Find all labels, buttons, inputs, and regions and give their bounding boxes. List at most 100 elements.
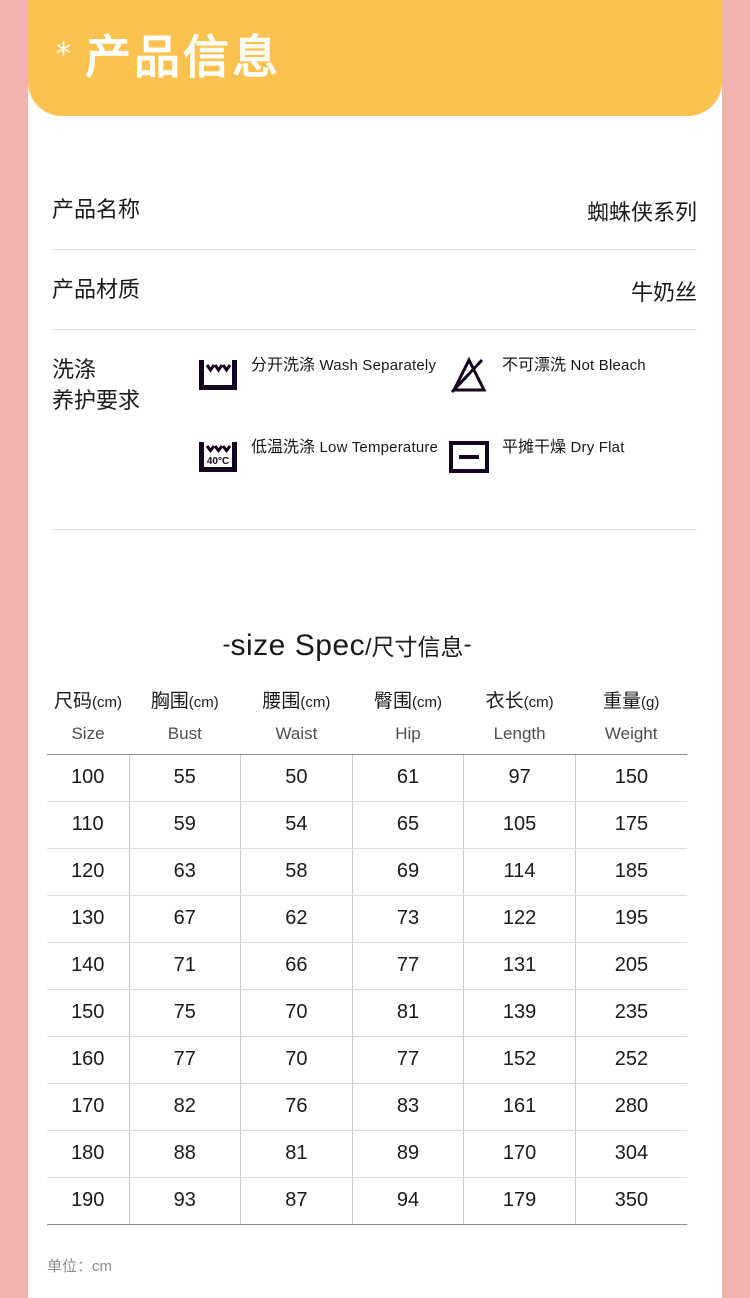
unit-note: 单位：cm <box>47 1258 112 1275</box>
care-label-en: Low Temperature <box>319 439 439 456</box>
no-bleach-icon <box>446 356 492 396</box>
table-cell: 88 <box>129 1130 242 1178</box>
table-cell: 76 <box>240 1083 353 1131</box>
table-cell: 170 <box>47 1083 130 1131</box>
table-cell: 152 <box>463 1036 576 1084</box>
size-table-col-header-length: 衣长(cm) Length <box>463 690 576 755</box>
table-cell: 81 <box>240 1130 353 1178</box>
col-header-unit: (cm) <box>188 694 219 711</box>
care-label-en: Dry Flat <box>570 439 625 456</box>
care-label-cn: 平摊干燥 <box>502 439 567 456</box>
table-cell: 58 <box>240 848 353 896</box>
table-cell: 82 <box>129 1083 242 1131</box>
page-header-banner: * 产品信息 <box>28 0 722 116</box>
table-cell: 130 <box>47 895 130 943</box>
table-cell: 110 <box>47 801 130 849</box>
table-row: 170 82 76 83 161 280 <box>47 1083 687 1131</box>
dry-flat-icon <box>446 438 492 478</box>
table-row: 180 88 81 89 170 304 <box>47 1130 687 1178</box>
table-cell: 83 <box>352 1083 465 1131</box>
table-cell: 87 <box>240 1177 353 1225</box>
col-header-en: Bust <box>167 723 202 743</box>
table-cell: 59 <box>129 801 242 849</box>
care-item-dry-flat: 平摊干燥 Dry Flat <box>446 438 697 478</box>
table-cell: 280 <box>575 1083 687 1131</box>
size-spec-table: 尺码(cm) Size 胸围(cm) Bust 腰围(cm) Waist 臀围(cm) Hip… <box>47 690 687 1225</box>
table-cell: 150 <box>47 989 130 1037</box>
table-cell: 65 <box>352 801 465 849</box>
info-value: 牛奶丝 <box>630 280 697 305</box>
care-text: 平摊干燥 Dry Flat <box>502 438 625 459</box>
table-cell: 77 <box>352 942 465 990</box>
table-cell: 77 <box>352 1036 465 1084</box>
heading-dash-right: - <box>463 631 472 658</box>
table-cell: 105 <box>463 801 576 849</box>
size-table-head: 尺码(cm) Size 胸围(cm) Bust 腰围(cm) Waist 臀围(cm) Hip… <box>47 690 687 755</box>
info-row-product-name: 产品名称 蜘蛛侠系列 <box>52 170 697 250</box>
table-cell: 55 <box>129 754 242 802</box>
table-cell: 120 <box>47 848 130 896</box>
care-label-cn: 分开洗涤 <box>251 357 316 374</box>
size-spec-table-wrap: 尺码(cm) Size 胸围(cm) Bust 腰围(cm) Waist 臀围(cm) Hip… <box>47 690 687 1225</box>
low-temp-tub-icon: 40°C <box>195 438 241 478</box>
care-item-wash-separately: 分开洗涤 Wash Separately <box>195 356 446 396</box>
table-cell: 180 <box>47 1130 130 1178</box>
care-text: 低温洗涤 Low Temperature <box>251 438 438 459</box>
care-item-not-bleach: 不可漂洗 Not Bleach <box>446 356 697 396</box>
care-label-en: Wash Separately <box>319 357 437 374</box>
care-item-low-temperature: 40°C 低温洗涤 Low Temperature <box>195 438 446 478</box>
care-text: 分开洗涤 Wash Separately <box>251 356 436 377</box>
table-cell: 97 <box>463 754 576 802</box>
size-table-col-header-size: 尺码(cm) Size <box>47 690 129 755</box>
table-cell: 185 <box>575 848 687 896</box>
size-table-col-header-waist: 腰围(cm) Waist <box>240 690 353 755</box>
col-header-cn: 衣长(cm) <box>485 691 554 712</box>
col-header-cn: 重量(g) <box>603 691 660 712</box>
table-cell: 139 <box>463 989 576 1037</box>
table-cell: 195 <box>575 895 687 943</box>
table-cell: 62 <box>240 895 353 943</box>
table-cell: 179 <box>463 1177 576 1225</box>
care-label: 洗涤 养护要求 <box>52 357 141 414</box>
table-cell: 67 <box>129 895 242 943</box>
info-value: 蜘蛛侠系列 <box>586 200 697 225</box>
care-text: 不可漂洗 Not Bleach <box>502 356 646 377</box>
col-header-en: Weight <box>604 723 658 743</box>
table-cell: 50 <box>240 754 353 802</box>
col-header-cn: 尺码(cm) <box>53 691 122 712</box>
table-cell: 150 <box>575 754 687 802</box>
heading-title-cn: /尺寸信息 <box>365 634 464 660</box>
table-cell: 100 <box>47 754 130 802</box>
heading-dash-left: - <box>222 631 231 658</box>
table-row: 160 77 70 77 152 252 <box>47 1036 687 1084</box>
table-row: 130 67 62 73 122 195 <box>47 895 687 943</box>
asterisk-icon: * <box>56 37 71 72</box>
table-cell: 69 <box>352 848 465 896</box>
col-header-unit: (cm) <box>411 694 442 711</box>
table-cell: 190 <box>47 1177 130 1225</box>
info-label: 产品材质 <box>52 277 141 302</box>
col-header-cn: 胸围(cm) <box>150 691 219 712</box>
table-row: 110 59 54 65 105 175 <box>47 801 687 849</box>
table-cell: 81 <box>352 989 465 1037</box>
table-cell: 160 <box>47 1036 130 1084</box>
col-header-unit: (cm) <box>300 694 331 711</box>
page-title: 产品信息 <box>85 31 281 83</box>
size-table-col-header-hip: 臀围(cm) Hip <box>352 690 464 755</box>
care-label-en: Not Bleach <box>570 357 646 374</box>
col-header-en: Length <box>493 723 546 743</box>
table-cell: 161 <box>463 1083 576 1131</box>
table-cell: 170 <box>463 1130 576 1178</box>
product-info-list: 产品名称 蜘蛛侠系列 产品材质 牛奶丝 洗涤 养护要求 <box>52 170 697 530</box>
col-header-en: Hip <box>395 723 421 743</box>
table-cell: 75 <box>129 989 242 1037</box>
table-row: 120 63 58 69 114 185 <box>47 848 687 896</box>
table-cell: 66 <box>240 942 353 990</box>
table-cell: 140 <box>47 942 130 990</box>
col-header-en: Waist <box>275 723 318 743</box>
care-label-cn: 不可漂洗 <box>502 357 567 374</box>
info-row-care-instructions: 洗涤 养护要求 分开洗涤 Wash Separately <box>52 330 697 530</box>
care-symbol-grid: 分开洗涤 Wash Separately 不可漂洗 Not Bleach <box>195 356 697 478</box>
col-header-cn: 腰围(cm) <box>262 691 331 712</box>
table-row: 150 75 70 81 139 235 <box>47 989 687 1037</box>
